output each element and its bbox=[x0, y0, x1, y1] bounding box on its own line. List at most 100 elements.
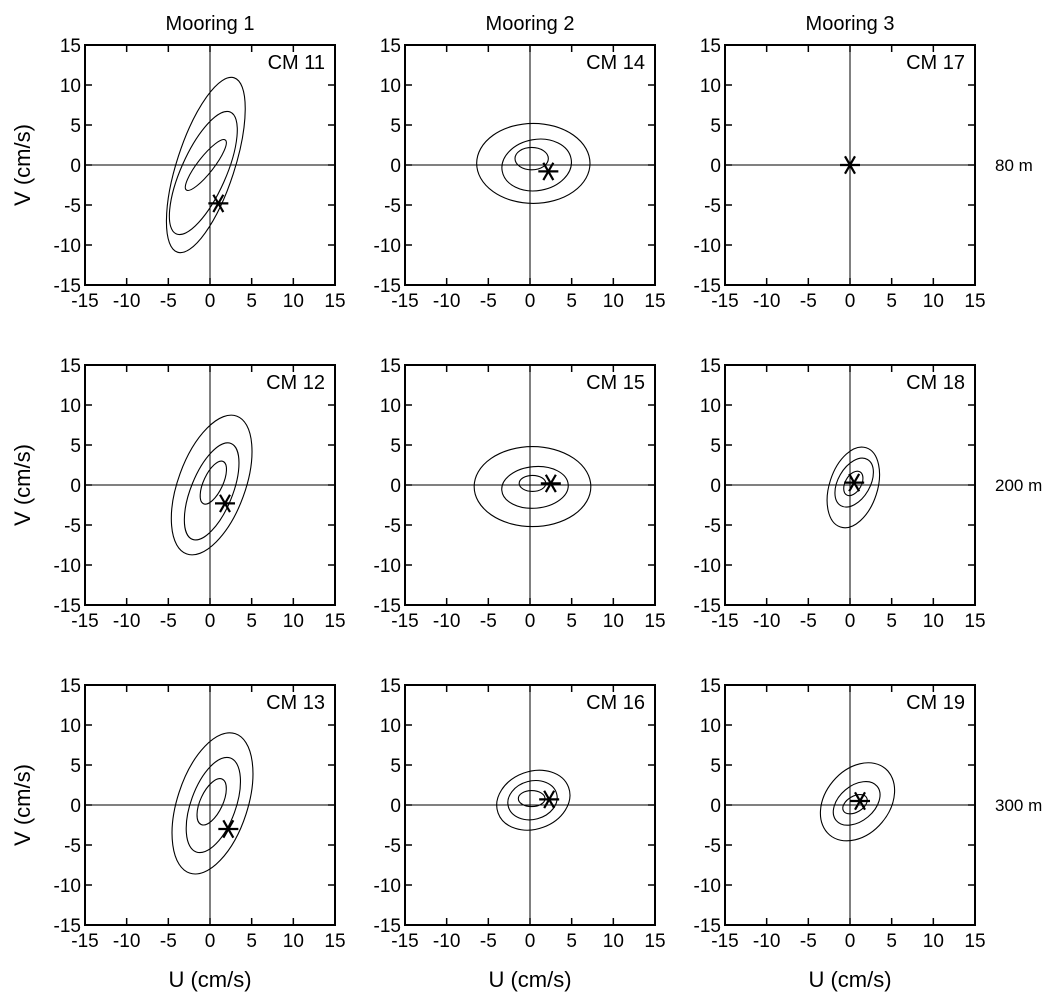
variance-ellipse bbox=[842, 794, 868, 815]
x-tick-label: -15 bbox=[71, 611, 98, 632]
y-tick-label: 10 bbox=[700, 396, 721, 417]
variance-ellipse bbox=[171, 732, 254, 875]
x-tick-label: -5 bbox=[160, 291, 177, 312]
y-tick-label: 0 bbox=[390, 796, 401, 817]
x-tick-label: 10 bbox=[603, 931, 624, 952]
mean-asterisk bbox=[538, 162, 559, 181]
x-tick-label: 15 bbox=[644, 611, 665, 632]
x-tick-label: -15 bbox=[71, 931, 98, 952]
x-tick-label: 0 bbox=[525, 611, 536, 632]
y-tick-label: -5 bbox=[704, 836, 721, 857]
asterisk-stroke bbox=[222, 819, 235, 839]
y-tick-label: 15 bbox=[60, 676, 81, 697]
x-tick-label: 10 bbox=[923, 931, 944, 952]
x-tick-label: 5 bbox=[566, 291, 577, 312]
variance-ellipse bbox=[165, 76, 246, 254]
x-tick-label: 15 bbox=[324, 931, 345, 952]
y-tick-label: 5 bbox=[390, 436, 401, 457]
x-tick-label: -15 bbox=[711, 611, 738, 632]
x-axis-title: U (cm/s) bbox=[488, 967, 571, 992]
panel-label: CM 17 bbox=[906, 52, 965, 74]
x-axis-title: U (cm/s) bbox=[168, 967, 251, 992]
panel-label: CM 15 bbox=[586, 372, 645, 394]
variance-ellipse bbox=[514, 146, 549, 171]
x-tick-label: 5 bbox=[566, 931, 577, 952]
x-tick-label: 0 bbox=[845, 611, 856, 632]
y-tick-label: -5 bbox=[384, 516, 401, 537]
variance-ellipse bbox=[496, 769, 571, 831]
asterisk-stroke bbox=[212, 194, 225, 213]
variance-ellipse bbox=[476, 122, 591, 204]
y-tick-label: -10 bbox=[374, 876, 401, 897]
x-tick-label: 0 bbox=[525, 931, 536, 952]
depth-label: 200 m bbox=[995, 476, 1042, 495]
column-title: Mooring 3 bbox=[806, 13, 895, 35]
y-tick-label: 5 bbox=[390, 756, 401, 777]
y-tick-label: 0 bbox=[710, 796, 721, 817]
y-tick-label: 10 bbox=[380, 396, 401, 417]
panel-cm-16: -15-15 -10 -10 -5 -5 0 0 5 5 10 10 15 15 CM 16 bbox=[374, 676, 666, 952]
y-axis-title: V (cm/s) bbox=[10, 124, 35, 206]
x-tick-label: 15 bbox=[324, 611, 345, 632]
y-tick-label: -5 bbox=[704, 516, 721, 537]
panel-label: CM 13 bbox=[266, 692, 325, 714]
variance-ellipse bbox=[832, 781, 881, 826]
y-tick-label: 15 bbox=[380, 676, 401, 697]
variance-ellipse bbox=[199, 460, 228, 505]
y-tick-label: 5 bbox=[390, 116, 401, 137]
panel-label: CM 18 bbox=[906, 372, 965, 394]
y-tick-label: 15 bbox=[700, 36, 721, 57]
variance-ellipse bbox=[507, 780, 558, 821]
y-tick-label: -5 bbox=[704, 196, 721, 217]
y-tick-label: 5 bbox=[710, 436, 721, 457]
y-tick-label: -15 bbox=[374, 916, 401, 937]
x-tick-label: 15 bbox=[644, 291, 665, 312]
panel-cm-17: -15-15 -10 -10 -5 -5 0 0 5 5 10 10 15 15 CM 17 bbox=[694, 36, 986, 312]
variance-ellipse bbox=[196, 778, 227, 826]
x-tick-label: 0 bbox=[205, 931, 216, 952]
y-tick-label: -10 bbox=[694, 556, 721, 577]
x-tick-label: 5 bbox=[246, 611, 257, 632]
asterisk-stroke bbox=[544, 474, 557, 493]
variance-ellipse bbox=[501, 138, 572, 192]
x-tick-label: -15 bbox=[391, 291, 418, 312]
y-tick-label: 15 bbox=[380, 36, 401, 57]
mean-asterisk bbox=[208, 194, 229, 213]
panel-cm-12: -15-15 -10 -10 -5 -5 0 0 5 5 10 10 15 15 CM 12 bbox=[54, 356, 346, 632]
x-tick-label: -5 bbox=[480, 611, 497, 632]
panel-cm-19: -15-15 -10 -10 -5 -5 0 0 5 5 10 10 15 15 CM 19 bbox=[694, 676, 986, 952]
column-title: Mooring 1 bbox=[166, 13, 255, 35]
column-title: Mooring 2 bbox=[486, 13, 575, 35]
x-tick-label: -15 bbox=[711, 291, 738, 312]
y-tick-label: 15 bbox=[700, 356, 721, 377]
x-tick-label: -10 bbox=[113, 611, 140, 632]
y-tick-label: 10 bbox=[60, 76, 81, 97]
panel-label: CM 12 bbox=[266, 372, 325, 394]
mean-asterisk bbox=[844, 473, 865, 492]
x-tick-label: 0 bbox=[845, 291, 856, 312]
variance-ellipse bbox=[168, 110, 238, 236]
x-tick-label: -5 bbox=[800, 931, 817, 952]
x-axis-title: U (cm/s) bbox=[808, 967, 891, 992]
panel-label: CM 16 bbox=[586, 692, 645, 714]
panel-label: CM 14 bbox=[586, 52, 645, 74]
y-tick-label: -15 bbox=[374, 276, 401, 297]
x-tick-label: -10 bbox=[433, 611, 460, 632]
y-tick-label: 0 bbox=[710, 476, 721, 497]
x-tick-label: 10 bbox=[283, 931, 304, 952]
x-tick-label: 15 bbox=[964, 931, 985, 952]
x-tick-label: 10 bbox=[923, 291, 944, 312]
asterisk-stroke bbox=[848, 473, 861, 492]
y-tick-label: 5 bbox=[70, 756, 81, 777]
x-tick-label: -5 bbox=[480, 291, 497, 312]
panel-cm-11: -15-15 -10 -10 -5 -5 0 0 5 5 10 10 15 15 CM 11 bbox=[54, 36, 346, 312]
variance-ellipse bbox=[473, 446, 592, 528]
y-tick-label: -15 bbox=[694, 276, 721, 297]
y-tick-label: -10 bbox=[374, 556, 401, 577]
x-tick-label: -10 bbox=[753, 611, 780, 632]
x-tick-label: 5 bbox=[886, 291, 897, 312]
x-tick-label: 15 bbox=[964, 611, 985, 632]
x-tick-label: 10 bbox=[603, 611, 624, 632]
asterisk-stroke bbox=[854, 791, 866, 811]
mean-asterisk bbox=[215, 494, 235, 513]
